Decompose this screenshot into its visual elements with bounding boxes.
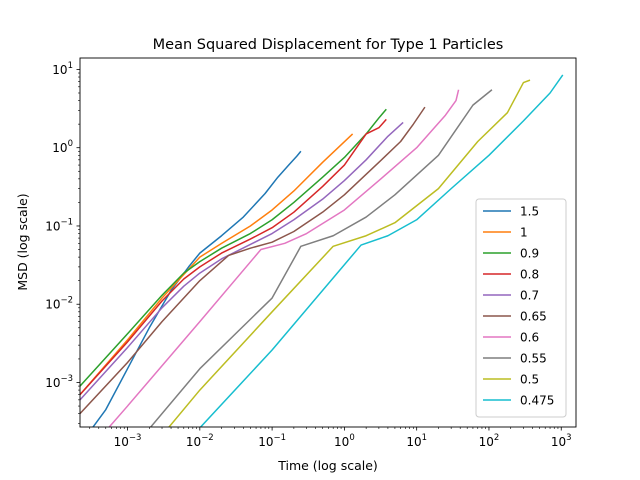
x-tick-label: 10−2	[186, 433, 214, 449]
series-line-0.5	[168, 79, 531, 427]
x-tick-label: 100	[334, 433, 355, 449]
series-line-0.8	[80, 118, 387, 396]
legend: 1.5 1 0.9 0.8 0.7 0.65 0.6 0.55 0.5 0.475	[475, 198, 567, 418]
y-tick-label: 10−3	[45, 374, 73, 390]
plot-area-frame	[79, 57, 577, 428]
legend-label: 0.55	[520, 352, 547, 366]
series-line-1	[80, 133, 354, 396]
x-axis-label: Time (log scale)	[277, 458, 378, 473]
legend-label: 0.7	[520, 289, 539, 303]
x-tick-label: 10−3	[114, 433, 142, 449]
legend-label: 1	[520, 226, 528, 240]
y-tick-label: 10−2	[45, 296, 73, 312]
x-tick-label: 10−1	[258, 433, 286, 449]
y-axis-label: MSD (log scale)	[15, 193, 30, 290]
y-tick-label: 10−1	[45, 217, 73, 233]
x-tick-label: 101	[406, 433, 427, 449]
series-line-0.65	[80, 106, 426, 415]
series-line-0.55	[149, 89, 493, 427]
legend-label: 0.9	[520, 247, 539, 261]
plot-layer	[80, 74, 564, 427]
y-tick-label: 100	[52, 139, 73, 155]
legend-label: 0.6	[520, 331, 539, 345]
x-tick-label: 103	[551, 433, 572, 449]
series-line-0.7	[80, 121, 404, 401]
legend-label: 0.475	[520, 394, 554, 408]
chart-title: Mean Squared Displacement for Type 1 Par…	[153, 37, 504, 53]
y-tick-label: 101	[52, 61, 73, 77]
series-line-0.475	[199, 74, 564, 427]
legend-label: 0.8	[520, 268, 539, 282]
axis-layer: 10−3 10−2 10−1 100 101 102 103 10−3 10−2 10−1 100 1…	[45, 61, 571, 449]
series-line-1.5	[92, 150, 302, 427]
series-line-0.6	[108, 89, 460, 427]
legend-label: 0.65	[520, 310, 547, 324]
legend-label: 0.5	[520, 373, 539, 387]
x-tick-label: 102	[479, 433, 500, 449]
legend-label: 1.5	[520, 205, 539, 219]
